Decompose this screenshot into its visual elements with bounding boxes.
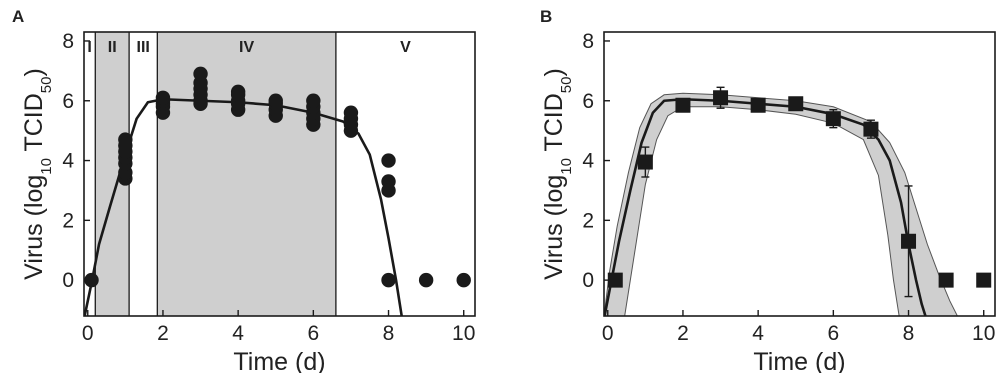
data-point [268,93,283,108]
y-tick-label: 8 [582,30,594,53]
mean-marker [976,272,992,288]
data-point [306,93,321,108]
x-tick-label: 8 [383,322,395,345]
y-tick-label: 4 [582,150,594,173]
data-point [84,272,99,288]
x-tick-label: 4 [752,322,764,345]
data-point [193,66,208,82]
fit-curve [84,97,403,316]
x-tick-label: 10 [972,322,995,345]
confidence-band [604,93,958,316]
y-tick-label: 4 [62,150,74,173]
data-point [343,105,359,120]
y-tick-label: 2 [62,209,74,232]
y-tick-label: 0 [582,269,594,292]
x-tick-label: 8 [903,322,915,345]
mean-marker [788,96,804,112]
data-point [118,132,133,147]
data-point [155,90,171,105]
data-point [418,272,434,288]
x-tick-label: 6 [827,322,839,345]
mean-marker [713,90,729,106]
y-tick-label: 6 [62,90,74,113]
plot-area [604,86,992,316]
y-tick-label: 0 [62,269,74,292]
data-point [381,183,396,198]
x-tick-label: 6 [307,322,319,345]
y-axis-label: Virus (log10 TCID50) [540,68,575,280]
x-tick-label: 0 [82,322,94,345]
data-point [230,84,246,99]
phase-label-II: II [108,39,117,56]
phase-region-IV [157,32,336,316]
x-tick-label: 4 [232,322,244,345]
mean-marker [607,272,623,288]
y-tick-label: 2 [582,209,594,232]
y-tick-label: 8 [62,30,74,53]
data-point [193,96,208,111]
data-point [381,153,396,168]
data-point [456,272,471,288]
band-lower-line [624,106,900,316]
panel-letter-a: A [12,7,24,26]
x-tick-label: 2 [677,322,689,345]
phase-label-III: III [137,39,150,56]
axes-frame [603,31,996,317]
mean-marker [863,121,879,137]
panel-letter-b: B [540,7,552,26]
band-upper-line [604,92,958,316]
axes-frame [83,31,476,317]
mean-marker [637,154,653,170]
mean-marker [938,272,954,288]
y-tick-label: 6 [582,90,594,113]
x-tick-label: 10 [452,322,475,345]
x-axis-label: Time (d) [233,348,325,373]
mean-marker [901,233,917,249]
phase-label-I: I [87,39,91,56]
x-tick-label: 2 [157,322,169,345]
phase-label-IV: IV [239,39,254,56]
plot-area [84,32,471,316]
x-tick-label: 0 [602,322,614,345]
mean-marker [825,111,841,127]
data-point [381,272,396,288]
panel-b-chart: 0 2 4 6 8 10 0 2 4 6 8 Time (d) Virus (log10 TCID50) [540,30,996,373]
mean-marker [750,97,766,113]
mean-marker [675,97,691,113]
y-axis-label: Virus (log10 TCID50) [20,68,55,280]
x-axis-label: Time (d) [753,348,845,373]
phase-label-V: V [400,39,411,56]
